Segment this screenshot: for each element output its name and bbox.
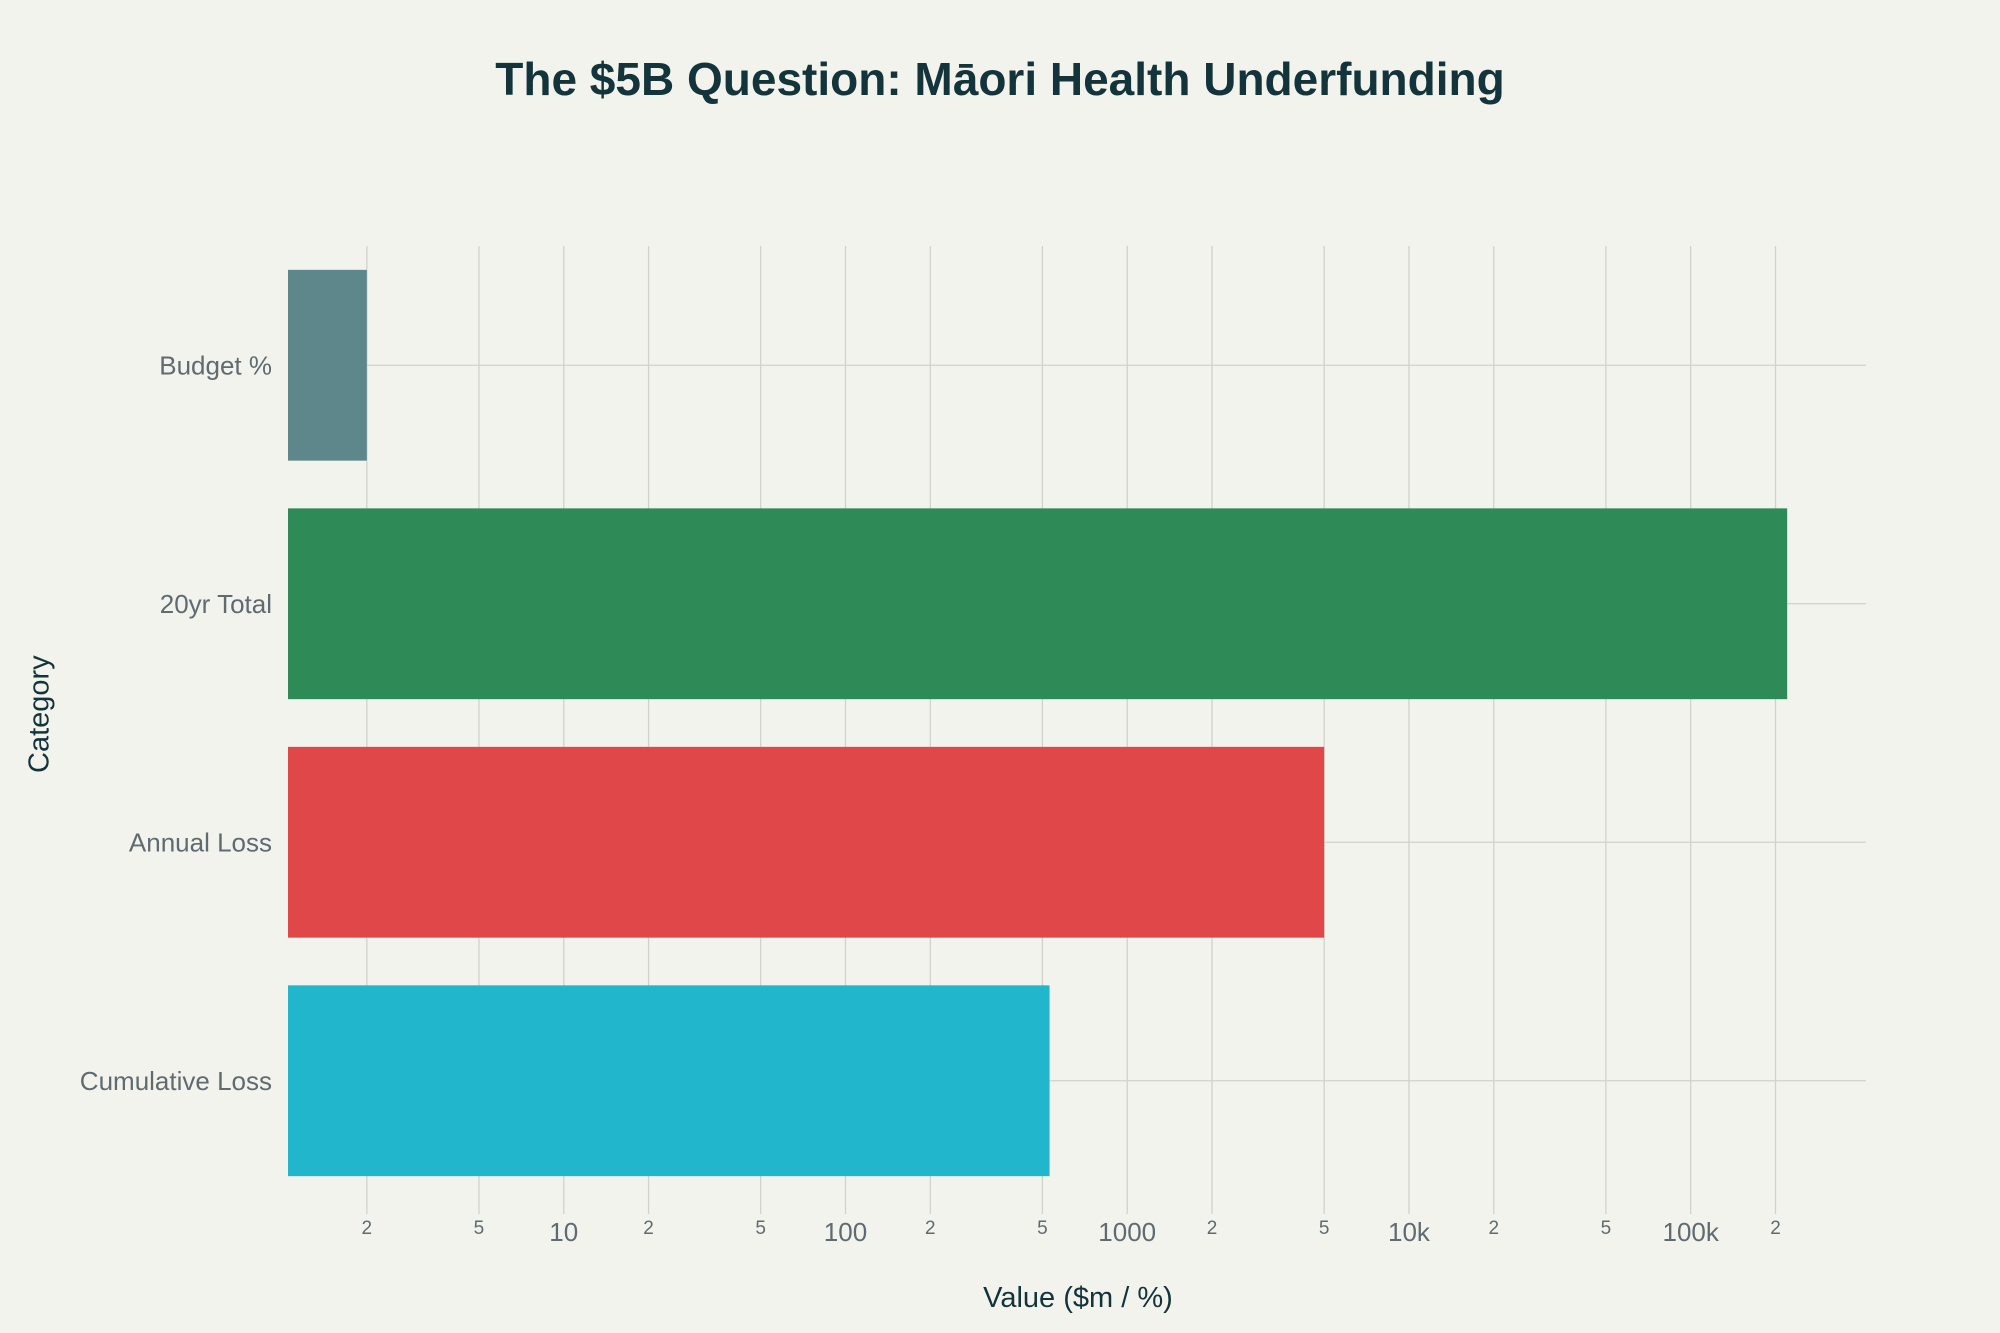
x-tick-label: 5: [1037, 1218, 1048, 1239]
y-tick-label: 20yr Total: [160, 589, 272, 619]
bar-cumulative-loss: [288, 985, 1050, 1177]
x-tick-label: 2: [643, 1218, 654, 1239]
bar-budget-: [288, 269, 367, 461]
x-tick-label: 2: [1207, 1218, 1218, 1239]
x-tick-label: 5: [1319, 1218, 1330, 1239]
bar-annual-loss: [288, 746, 1325, 938]
x-tick-label: 100: [824, 1217, 867, 1247]
bar-20yr-total: [288, 508, 1788, 700]
y-tick-label: Cumulative Loss: [80, 1066, 272, 1096]
x-tick-label: 5: [1601, 1218, 1612, 1239]
x-tick-label: 2: [1770, 1218, 1781, 1239]
x-tick-label: 2: [925, 1218, 936, 1239]
y-tick-label: Budget %: [159, 350, 272, 380]
x-tick-label: 10k: [1388, 1217, 1431, 1247]
x-axis-label: Value ($m / %): [983, 1282, 1173, 1314]
chart-title: The $5B Question: Māori Health Underfund…: [495, 53, 1505, 105]
x-tick-label: 2: [362, 1218, 373, 1239]
y-tick-label: Annual Loss: [129, 827, 272, 857]
x-tick-label: 1000: [1098, 1217, 1156, 1247]
x-tick-label: 10: [549, 1217, 578, 1247]
x-tick-label: 100k: [1663, 1217, 1720, 1247]
x-tick-label: 2: [1488, 1218, 1499, 1239]
y-axis-label: Category: [23, 655, 56, 773]
x-tick-label: 5: [755, 1218, 766, 1239]
x-tick-label: 5: [474, 1218, 485, 1239]
